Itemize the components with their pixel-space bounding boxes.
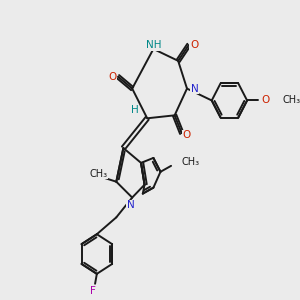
Text: O: O: [190, 40, 198, 50]
Text: N: N: [190, 84, 198, 94]
Text: O: O: [183, 130, 191, 140]
Text: F: F: [90, 286, 96, 296]
Text: CH₃: CH₃: [182, 157, 200, 167]
Text: CH₃: CH₃: [282, 95, 300, 106]
Text: NH: NH: [146, 40, 161, 50]
Text: CH₃: CH₃: [89, 169, 108, 179]
Text: O: O: [261, 95, 269, 106]
Text: N: N: [127, 200, 134, 211]
Text: O: O: [109, 72, 117, 82]
Text: H: H: [131, 105, 139, 116]
